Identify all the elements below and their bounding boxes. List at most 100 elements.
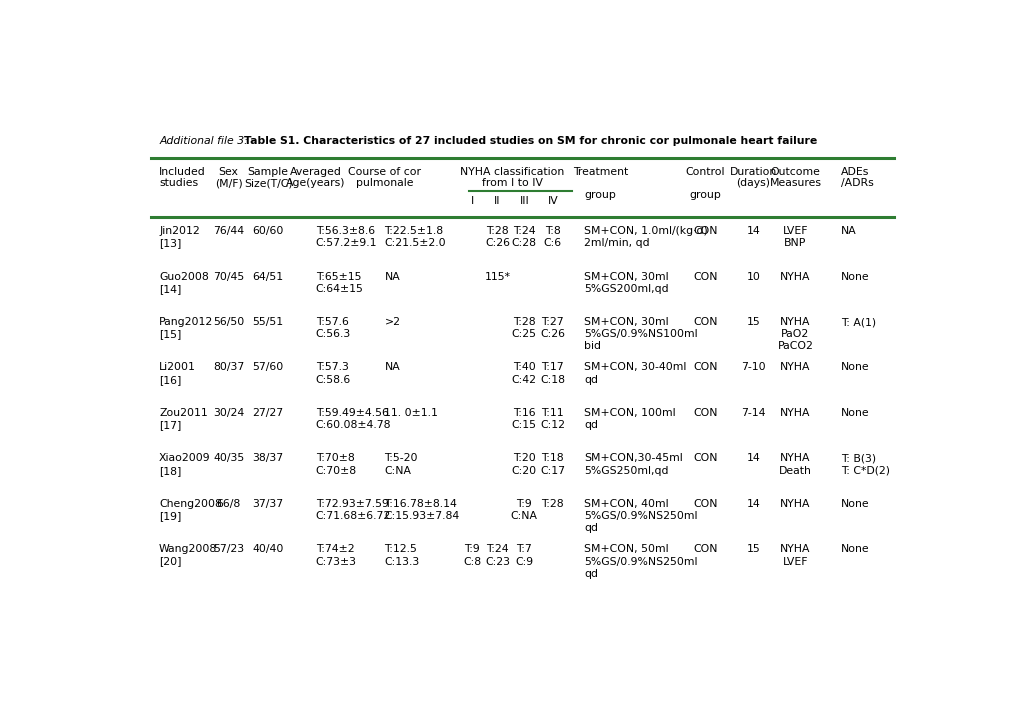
- Text: T:27: T:27: [541, 317, 564, 327]
- Text: Pang2012: Pang2012: [159, 317, 213, 327]
- Text: T:24: T:24: [513, 226, 535, 236]
- Text: NYHA classification
from I to IV: NYHA classification from I to IV: [460, 167, 565, 189]
- Text: 27/27: 27/27: [253, 408, 283, 418]
- Text: 15: 15: [746, 317, 760, 327]
- Text: Death: Death: [779, 466, 811, 476]
- Text: C:71.68±6.72: C:71.68±6.72: [315, 511, 390, 521]
- Text: C:NA: C:NA: [511, 511, 537, 521]
- Text: [20]: [20]: [159, 557, 181, 567]
- Text: T:18: T:18: [541, 454, 564, 464]
- Text: BNP: BNP: [784, 238, 806, 248]
- Text: C:25: C:25: [512, 329, 536, 339]
- Text: C:73±3: C:73±3: [315, 557, 357, 567]
- Text: 60/60: 60/60: [253, 226, 283, 236]
- Text: 56/50: 56/50: [213, 317, 245, 327]
- Text: T:24: T:24: [486, 544, 508, 554]
- Text: C:9: C:9: [515, 557, 533, 567]
- Text: NA: NA: [384, 362, 399, 372]
- Text: T:9: T:9: [516, 499, 532, 509]
- Text: Additional file 3:: Additional file 3:: [159, 136, 251, 146]
- Text: 14: 14: [746, 226, 760, 236]
- Text: III: III: [519, 196, 529, 206]
- Text: 66/8: 66/8: [216, 499, 240, 509]
- Text: 2ml/min, qd: 2ml/min, qd: [584, 238, 649, 248]
- Text: C:15: C:15: [512, 420, 536, 430]
- Text: Table S1. Characteristics of 27 included studies on SM for chronic cor pulmonale: Table S1. Characteristics of 27 included…: [245, 136, 817, 146]
- Text: C:28: C:28: [512, 238, 536, 248]
- Text: CON: CON: [693, 544, 717, 554]
- Text: C:70±8: C:70±8: [315, 466, 357, 476]
- Text: Guo2008: Guo2008: [159, 271, 209, 282]
- Text: qd: qd: [584, 523, 598, 534]
- Text: Zou2011: Zou2011: [159, 408, 208, 418]
- Text: qd: qd: [584, 374, 598, 384]
- Text: C:58.6: C:58.6: [315, 374, 351, 384]
- Text: T:57.6: T:57.6: [315, 317, 348, 327]
- Text: T:12.5: T:12.5: [384, 544, 417, 554]
- Text: C:6: C:6: [543, 238, 561, 248]
- Text: SM+CON, 50ml: SM+CON, 50ml: [584, 544, 668, 554]
- Text: SM+CON, 40ml: SM+CON, 40ml: [584, 499, 668, 509]
- Text: T:8: T:8: [544, 226, 560, 236]
- Text: T:22.5±1.8: T:22.5±1.8: [384, 226, 443, 236]
- Text: [17]: [17]: [159, 420, 181, 430]
- Text: [18]: [18]: [159, 466, 181, 476]
- Text: 64/51: 64/51: [253, 271, 283, 282]
- Text: SM+CON, 30-40ml: SM+CON, 30-40ml: [584, 362, 686, 372]
- Text: [14]: [14]: [159, 284, 181, 294]
- Text: PaCO2: PaCO2: [776, 341, 812, 351]
- Text: 115*: 115*: [484, 271, 510, 282]
- Text: NYHA: NYHA: [780, 362, 810, 372]
- Text: NYHA: NYHA: [780, 408, 810, 418]
- Text: Li2001: Li2001: [159, 362, 196, 372]
- Text: T:40: T:40: [513, 362, 535, 372]
- Text: qd: qd: [584, 420, 598, 430]
- Text: 57/23: 57/23: [213, 544, 244, 554]
- Text: Sex
(M/F): Sex (M/F): [215, 167, 243, 189]
- Text: PaO2: PaO2: [781, 329, 809, 339]
- Text: NYHA: NYHA: [780, 544, 810, 554]
- Text: Averaged
Age(years): Averaged Age(years): [285, 167, 345, 189]
- Text: CON: CON: [693, 317, 717, 327]
- Text: T:7: T:7: [516, 544, 532, 554]
- Text: ADEs
/ADRs: ADEs /ADRs: [841, 167, 873, 189]
- Text: Cheng2008: Cheng2008: [159, 499, 222, 509]
- Text: T:9: T:9: [464, 544, 480, 554]
- Text: Sample
Size(T/C): Sample Size(T/C): [244, 167, 292, 189]
- Text: 70/45: 70/45: [213, 271, 245, 282]
- Text: T:5-20: T:5-20: [384, 454, 418, 464]
- Text: C:57.2±9.1: C:57.2±9.1: [315, 238, 377, 248]
- Text: C:56.3: C:56.3: [315, 329, 351, 339]
- Text: Course of cor
pulmonale: Course of cor pulmonale: [347, 167, 421, 189]
- Text: T:16: T:16: [513, 408, 535, 418]
- Text: C:17: C:17: [540, 466, 565, 476]
- Text: Xiao2009: Xiao2009: [159, 454, 211, 464]
- Text: T: A(1): T: A(1): [841, 317, 875, 327]
- Text: T:16.78±8.14: T:16.78±8.14: [384, 499, 457, 509]
- Text: C:23: C:23: [484, 557, 510, 567]
- Text: C:21.5±2.0: C:21.5±2.0: [384, 238, 445, 248]
- Text: None: None: [841, 499, 869, 509]
- Text: NYHA: NYHA: [780, 454, 810, 464]
- Text: T:57.3: T:57.3: [315, 362, 348, 372]
- Text: 40/40: 40/40: [253, 544, 283, 554]
- Text: T:72.93±7.59: T:72.93±7.59: [315, 499, 388, 509]
- Text: C:NA: C:NA: [384, 466, 411, 476]
- Text: C:64±15: C:64±15: [315, 284, 363, 294]
- Text: LVEF: LVEF: [782, 557, 807, 567]
- Text: 76/44: 76/44: [213, 226, 244, 236]
- Text: T:70±8: T:70±8: [315, 454, 354, 464]
- Text: SM+CON, 100ml: SM+CON, 100ml: [584, 408, 676, 418]
- Text: [19]: [19]: [159, 511, 181, 521]
- Text: Treatment

group: Treatment group: [572, 167, 628, 200]
- Text: [13]: [13]: [159, 238, 181, 248]
- Text: C:60.08±4.78: C:60.08±4.78: [315, 420, 390, 430]
- Text: II: II: [494, 196, 500, 206]
- Text: 80/37: 80/37: [213, 362, 245, 372]
- Text: Duration
(days): Duration (days): [730, 167, 776, 189]
- Text: 5%GS250ml,qd: 5%GS250ml,qd: [584, 466, 668, 476]
- Text: C:26: C:26: [540, 329, 565, 339]
- Text: 7-14: 7-14: [741, 408, 765, 418]
- Text: 5%GS/0.9%NS250ml: 5%GS/0.9%NS250ml: [584, 557, 697, 567]
- Text: T:28: T:28: [541, 499, 564, 509]
